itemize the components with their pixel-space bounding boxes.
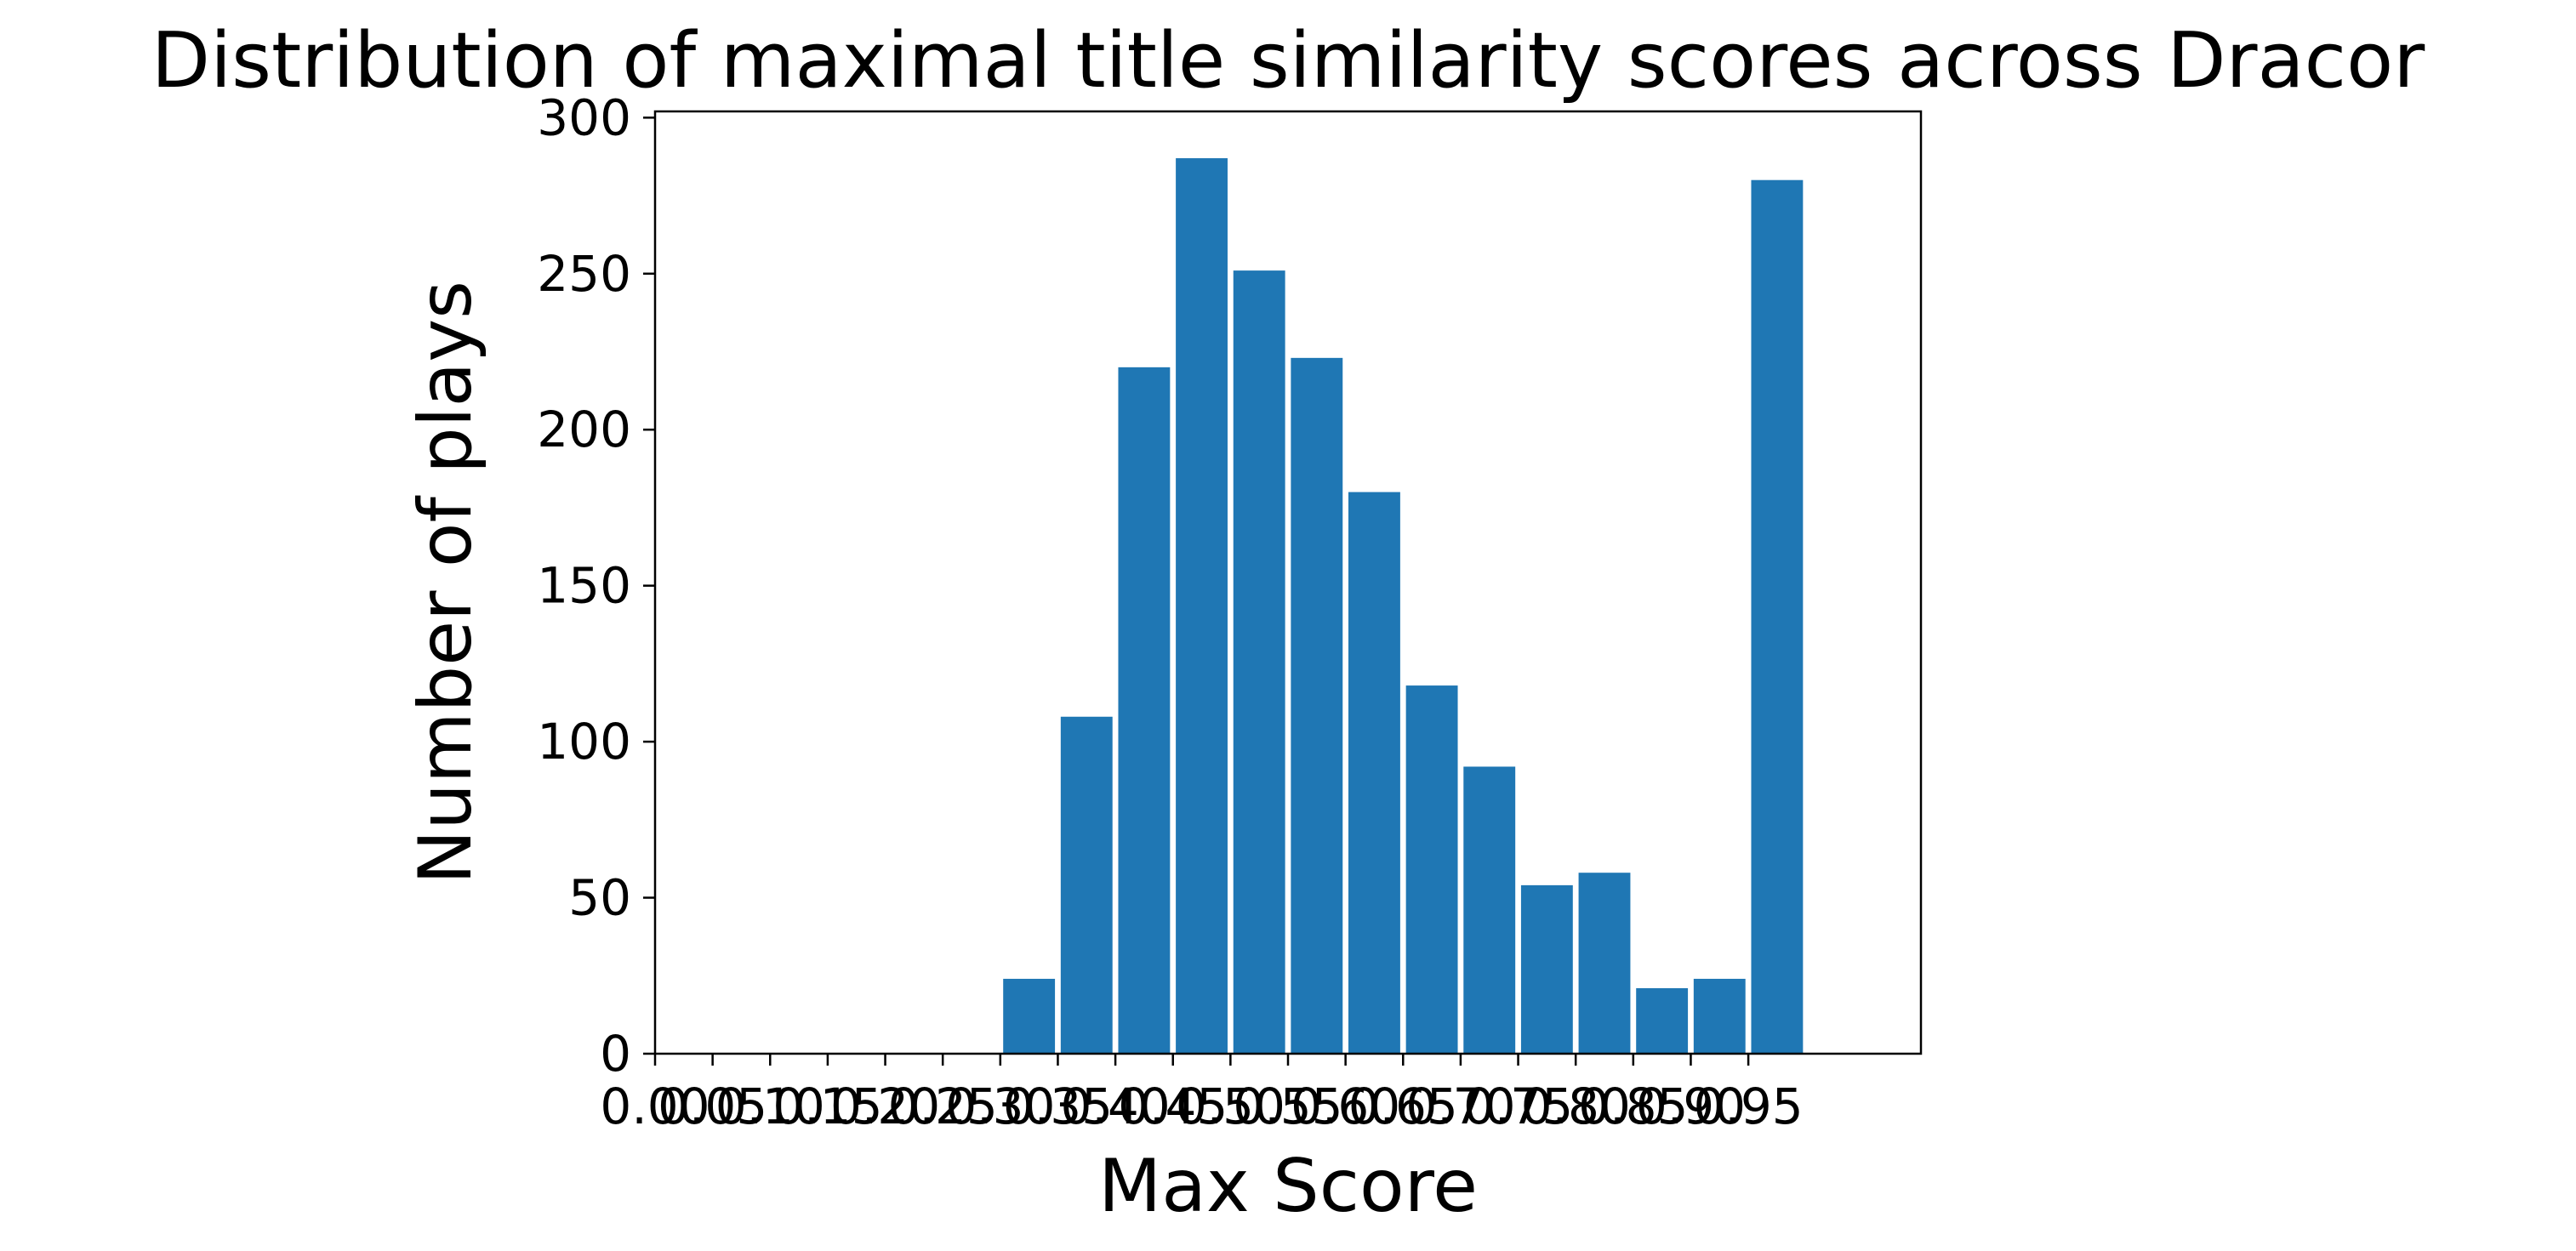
x-tick-label-5: 0.25 (888, 1078, 998, 1135)
x-tick-label-7: 0.35 (1003, 1078, 1113, 1135)
x-tick-label-1: 0.05 (658, 1078, 767, 1135)
histogram-bar-0 (1003, 978, 1056, 1054)
x-tick-label-15: 0.75 (1463, 1078, 1573, 1135)
x-axis-ticks: 0.000.050.100.150.200.250.300.350.400.45… (600, 1054, 1804, 1135)
histogram-bar-4 (1233, 270, 1285, 1055)
histogram-bar-8 (1463, 766, 1516, 1054)
histogram-bar-10 (1578, 873, 1631, 1054)
y-tick-label-6: 300 (537, 88, 631, 146)
y-tick-label-2: 100 (537, 713, 631, 771)
bars-group (1003, 158, 1804, 1055)
x-tick-label-2: 0.10 (715, 1078, 825, 1135)
x-tick-label-8: 0.40 (1061, 1078, 1171, 1135)
x-tick-label-12: 0.60 (1291, 1078, 1400, 1135)
histogram-bar-2 (1118, 367, 1171, 1055)
x-tick-label-16: 0.80 (1521, 1078, 1631, 1135)
histogram-bar-3 (1176, 158, 1228, 1055)
x-tick-label-11: 0.55 (1233, 1078, 1342, 1135)
x-tick-label-9: 0.45 (1118, 1078, 1228, 1135)
x-tick-label-19: 0.95 (1694, 1078, 1804, 1135)
plot-frame (653, 110, 1923, 1055)
x-tick-label-13: 0.65 (1348, 1078, 1458, 1135)
x-tick-label-6: 0.30 (945, 1078, 1055, 1135)
histogram-bar-1 (1060, 716, 1113, 1054)
histogram-bar-9 (1520, 884, 1573, 1054)
histogram-bar-7 (1405, 685, 1458, 1054)
histogram-bar-13 (1751, 179, 1804, 1055)
histogram-bar-11 (1636, 987, 1689, 1054)
chart-title: Distribution of maximal title similarity… (151, 16, 2425, 105)
histogram-bar-6 (1348, 492, 1400, 1054)
x-tick-label-10: 0.50 (1176, 1078, 1285, 1135)
x-tick-label-3: 0.15 (772, 1078, 882, 1135)
histogram-bar-5 (1291, 357, 1343, 1054)
x-tick-label-18: 0.90 (1636, 1078, 1746, 1135)
y-tick-label-5: 250 (537, 245, 631, 303)
y-tick-label-1: 50 (568, 869, 631, 927)
x-tick-label-14: 0.70 (1405, 1078, 1515, 1135)
y-tick-label-0: 0 (600, 1025, 631, 1083)
histogram-bar-12 (1693, 978, 1746, 1054)
y-tick-label-4: 200 (537, 401, 631, 458)
x-tick-label-4: 0.20 (830, 1078, 940, 1135)
x-axis-label: Max Score (1098, 1144, 1478, 1229)
x-tick-label-0: 0.00 (600, 1078, 710, 1135)
y-tick-label-3: 150 (537, 557, 631, 615)
x-tick-label-17: 0.85 (1578, 1078, 1688, 1135)
y-axis-label: Number of plays (403, 281, 488, 884)
y-axis-ticks: 0 50 100 150 200 250 300 (537, 88, 655, 1083)
